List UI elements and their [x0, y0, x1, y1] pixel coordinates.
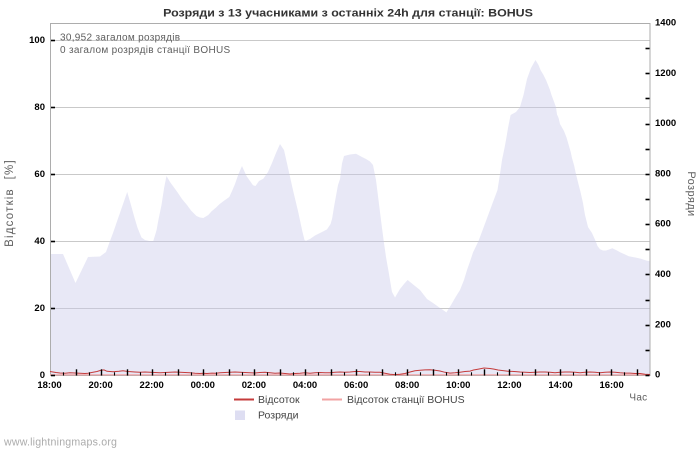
svg-text:400: 400	[655, 269, 671, 280]
svg-text:30,952 загалом розрядів: 30,952 загалом розрядів	[60, 33, 180, 44]
svg-text:08:00: 08:00	[395, 380, 419, 391]
svg-text:10:00: 10:00	[446, 380, 470, 391]
svg-text:Відсотків [%]: Відсотків [%]	[4, 159, 16, 247]
svg-text:600: 600	[655, 219, 671, 230]
svg-text:800: 800	[655, 169, 671, 180]
svg-text:1400: 1400	[655, 18, 676, 29]
svg-text:18:00: 18:00	[37, 380, 61, 391]
svg-text:20: 20	[34, 303, 45, 314]
svg-text:Відсоток станції BOHUS: Відсоток станції BOHUS	[347, 394, 465, 406]
svg-text:Відсоток: Відсоток	[258, 394, 300, 406]
svg-text:Розряди: Розряди	[685, 171, 697, 216]
svg-text:14:00: 14:00	[548, 380, 572, 391]
svg-text:0: 0	[40, 370, 45, 381]
svg-text:16:00: 16:00	[599, 380, 623, 391]
svg-text:20:00: 20:00	[88, 380, 112, 391]
svg-text:00:00: 00:00	[191, 380, 215, 391]
svg-text:22:00: 22:00	[140, 380, 164, 391]
svg-text:02:00: 02:00	[242, 380, 266, 391]
svg-text:www.lightningmaps.org: www.lightningmaps.org	[3, 437, 117, 449]
svg-text:60: 60	[34, 169, 45, 180]
svg-text:40: 40	[34, 236, 45, 247]
svg-text:04:00: 04:00	[293, 380, 317, 391]
svg-text:100: 100	[29, 35, 45, 46]
svg-text:12:00: 12:00	[497, 380, 521, 391]
svg-text:1200: 1200	[655, 68, 676, 79]
svg-text:06:00: 06:00	[344, 380, 368, 391]
svg-text:1000: 1000	[655, 118, 676, 129]
svg-text:Розряди з 13 учасниками з оста: Розряди з 13 учасниками з останніх 24h д…	[163, 7, 533, 19]
svg-text:200: 200	[655, 319, 671, 330]
svg-text:0: 0	[655, 370, 660, 381]
svg-text:Час: Час	[629, 393, 647, 404]
svg-text:0 загалом розрядів станції BOH: 0 загалом розрядів станції BOHUS	[60, 45, 230, 56]
svg-text:80: 80	[34, 102, 45, 113]
svg-text:Розряди: Розряди	[258, 410, 299, 422]
